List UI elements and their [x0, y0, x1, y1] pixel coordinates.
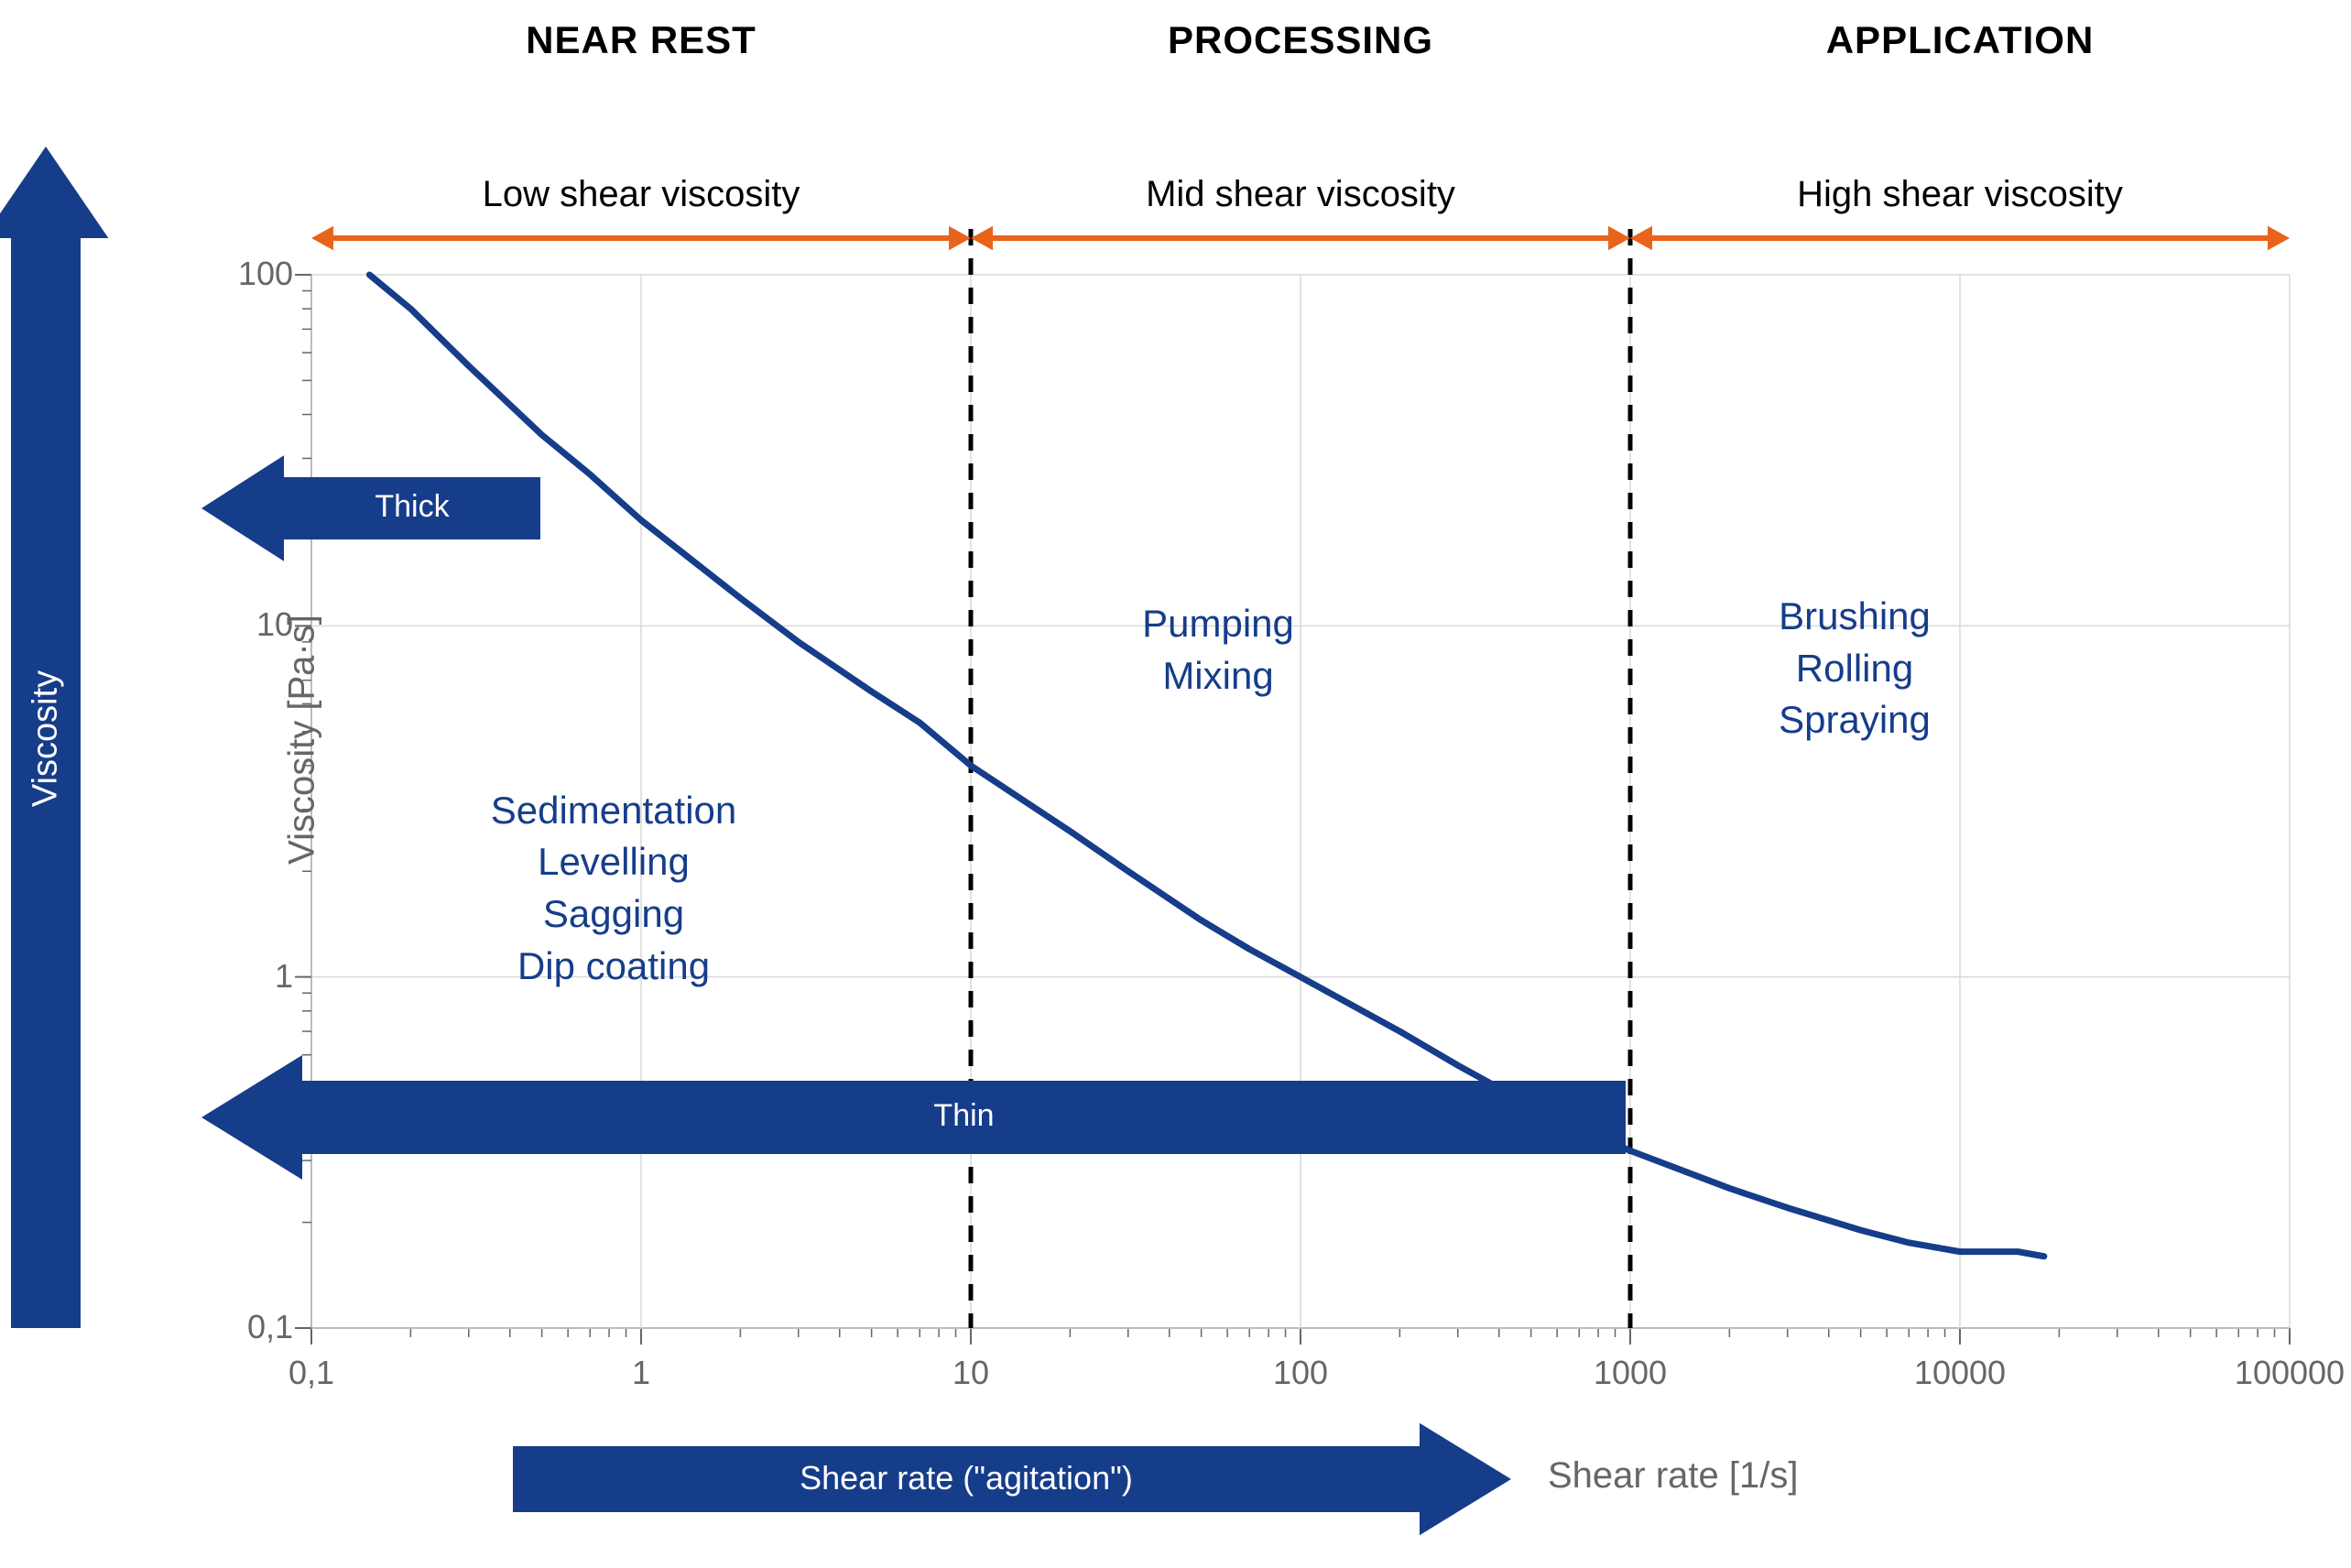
range-arrow-low [311, 226, 971, 250]
region-text-low: SedimentationLevellingSaggingDip coating [385, 785, 843, 993]
thin-arrow-label: Thin [302, 1098, 1626, 1134]
x-tick-label: 1000 [1539, 1354, 1722, 1392]
x-tick-label: 0,1 [220, 1354, 403, 1392]
range-label-low: Low shear viscosity [412, 174, 870, 215]
y-tick-label: 10 [192, 605, 293, 644]
header-processing: PROCESSING [1117, 18, 1484, 62]
range-label-mid: Mid shear viscosity [1072, 174, 1529, 215]
x-tick-label: 100 [1209, 1354, 1392, 1392]
x-tick-label: 100000 [2198, 1354, 2351, 1392]
y-tick-label: 1 [192, 957, 293, 996]
range-label-high: High shear viscosity [1731, 174, 2189, 215]
region-text-high: BrushingRollingSpraying [1626, 591, 2084, 746]
range-arrow-mid [971, 226, 1630, 250]
x-tick-label: 10 [879, 1354, 1062, 1392]
y-axis-label: Viscosity [Pa·s] [282, 557, 323, 923]
header-near-rest: NEAR REST [458, 18, 824, 62]
header-application: APPLICATION [1777, 18, 2143, 62]
x-tick-label: 10000 [1868, 1354, 2052, 1392]
thick-arrow-label: Thick [293, 489, 531, 525]
side-viscosity-arrow-label: Viscosity [27, 629, 66, 849]
x-axis-label: Shear rate [1/s] [1548, 1455, 1798, 1497]
bottom-shear-arrow-label: Shear rate ("agitation") [513, 1459, 1420, 1497]
y-tick-label: 100 [192, 255, 293, 293]
region-text-mid: PumpingMixing [989, 598, 1447, 702]
range-arrow-high [1630, 226, 2290, 250]
y-tick-label: 0,1 [192, 1308, 293, 1346]
x-tick-label: 1 [550, 1354, 733, 1392]
